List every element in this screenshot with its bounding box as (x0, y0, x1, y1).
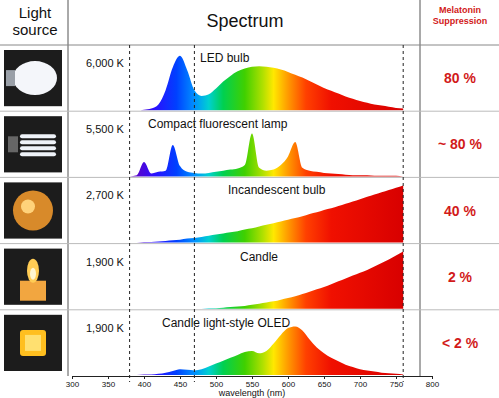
oled-icon (20, 330, 46, 356)
column-divider (68, 0, 69, 376)
light-source-photo (4, 315, 62, 371)
tick-mark (108, 376, 109, 379)
header-divider (0, 45, 499, 46)
melatonin-suppression: < 2 % (442, 335, 479, 351)
background (0, 0, 499, 398)
led-bulb-base (6, 70, 15, 86)
row-divider (0, 177, 499, 178)
header-melatonin: MelatoninSuppression (433, 5, 488, 26)
tick-label: 450 (174, 380, 188, 389)
axis-line (73, 377, 433, 380)
light-source-photo (4, 249, 62, 305)
series-label: Candle light-style OLED (162, 316, 290, 330)
tick-mark (396, 376, 397, 379)
light-source-icon (4, 315, 62, 371)
tick: 600 (282, 376, 296, 389)
tick-label: 350 (102, 380, 116, 389)
tick-label: 700 (354, 380, 368, 389)
spectrum-area (130, 326, 404, 375)
chart-svg: Lightsource Spectrum MelatoninSuppression 6… (0, 0, 499, 398)
header-spectrum: Spectrum (206, 11, 283, 31)
header-light-source: Lightsource (12, 4, 57, 38)
candle-body (20, 281, 46, 301)
row-divider (0, 309, 499, 310)
candle-flame-core (30, 268, 36, 280)
candle-flame (27, 259, 39, 283)
tick: 350 (102, 376, 116, 389)
row-divider (0, 111, 499, 112)
tick: 400 (138, 376, 152, 389)
series-label: Compact fluorescent lamp (148, 117, 288, 131)
tick-mark (432, 376, 433, 379)
melatonin-suppression: 40 % (444, 203, 476, 219)
spectrum-area (130, 134, 404, 177)
column-divider (420, 0, 421, 376)
tick: 550 (246, 376, 260, 389)
light-source-icon (4, 249, 62, 305)
series-label: Candle (240, 250, 278, 264)
melatonin-suppression: 80 % (444, 70, 476, 86)
tick-mark (288, 376, 289, 379)
tick: 800 (426, 376, 440, 389)
tick-label: 400 (138, 380, 152, 389)
color-temperature: 2,700 K (86, 189, 125, 201)
cfl-base (8, 136, 18, 152)
reference-line (129, 45, 130, 382)
series-label: LED bulb (200, 51, 250, 65)
spectrum-area (130, 56, 404, 110)
x-axis: 300 350 400 450 500 550 600 650 700 750 800 (66, 376, 440, 389)
light-source-icon (4, 50, 62, 106)
tick-mark (216, 376, 217, 379)
plot-area (130, 56, 404, 110)
color-temperature: 6,000 K (86, 57, 125, 69)
tick-label: 750 (390, 380, 404, 389)
light-source-photo (4, 50, 62, 106)
melatonin-suppression: 2 % (448, 269, 473, 285)
oled-glow (25, 335, 41, 351)
cfl-tube (20, 134, 56, 138)
tick-mark (324, 376, 325, 379)
tick: 500 (210, 376, 224, 389)
tick: 300 (66, 376, 80, 389)
tick-label: 800 (426, 380, 440, 389)
tick-mark (180, 376, 181, 379)
series-label: Incandescent bulb (228, 183, 326, 197)
tick: 700 (354, 376, 368, 389)
color-temperature: 1,900 K (86, 256, 125, 268)
cfl-tube (20, 146, 56, 150)
plot-area (130, 134, 404, 177)
tick-mark (144, 376, 145, 379)
melatonin-suppression: ~ 80 % (438, 136, 483, 152)
tick-label: 650 (318, 380, 332, 389)
reference-line (403, 45, 404, 382)
tick-mark (360, 376, 361, 379)
tick: 450 (174, 376, 188, 389)
plot-area (130, 326, 404, 375)
tick: 750 (390, 376, 404, 389)
color-temperature: 1,900 K (86, 322, 125, 334)
cfl-tube (20, 152, 56, 156)
tick-mark (252, 376, 253, 379)
tick-mark (72, 376, 73, 379)
light-source-icon (4, 182, 62, 238)
light-source-photo (4, 182, 62, 238)
row-divider (0, 243, 499, 244)
tick-label: 300 (66, 380, 80, 389)
x-axis-title: wavelength (nm) (218, 388, 286, 398)
led-bulb-icon (13, 61, 57, 95)
tick: 650 (318, 376, 332, 389)
light-source-photo (4, 116, 62, 172)
color-temperature: 5,500 K (86, 123, 125, 135)
cfl-tube (20, 140, 56, 144)
incandescent-icon (13, 191, 53, 231)
incandescent-glow (21, 200, 35, 214)
reference-line (194, 45, 195, 382)
light-source-icon (4, 116, 62, 172)
